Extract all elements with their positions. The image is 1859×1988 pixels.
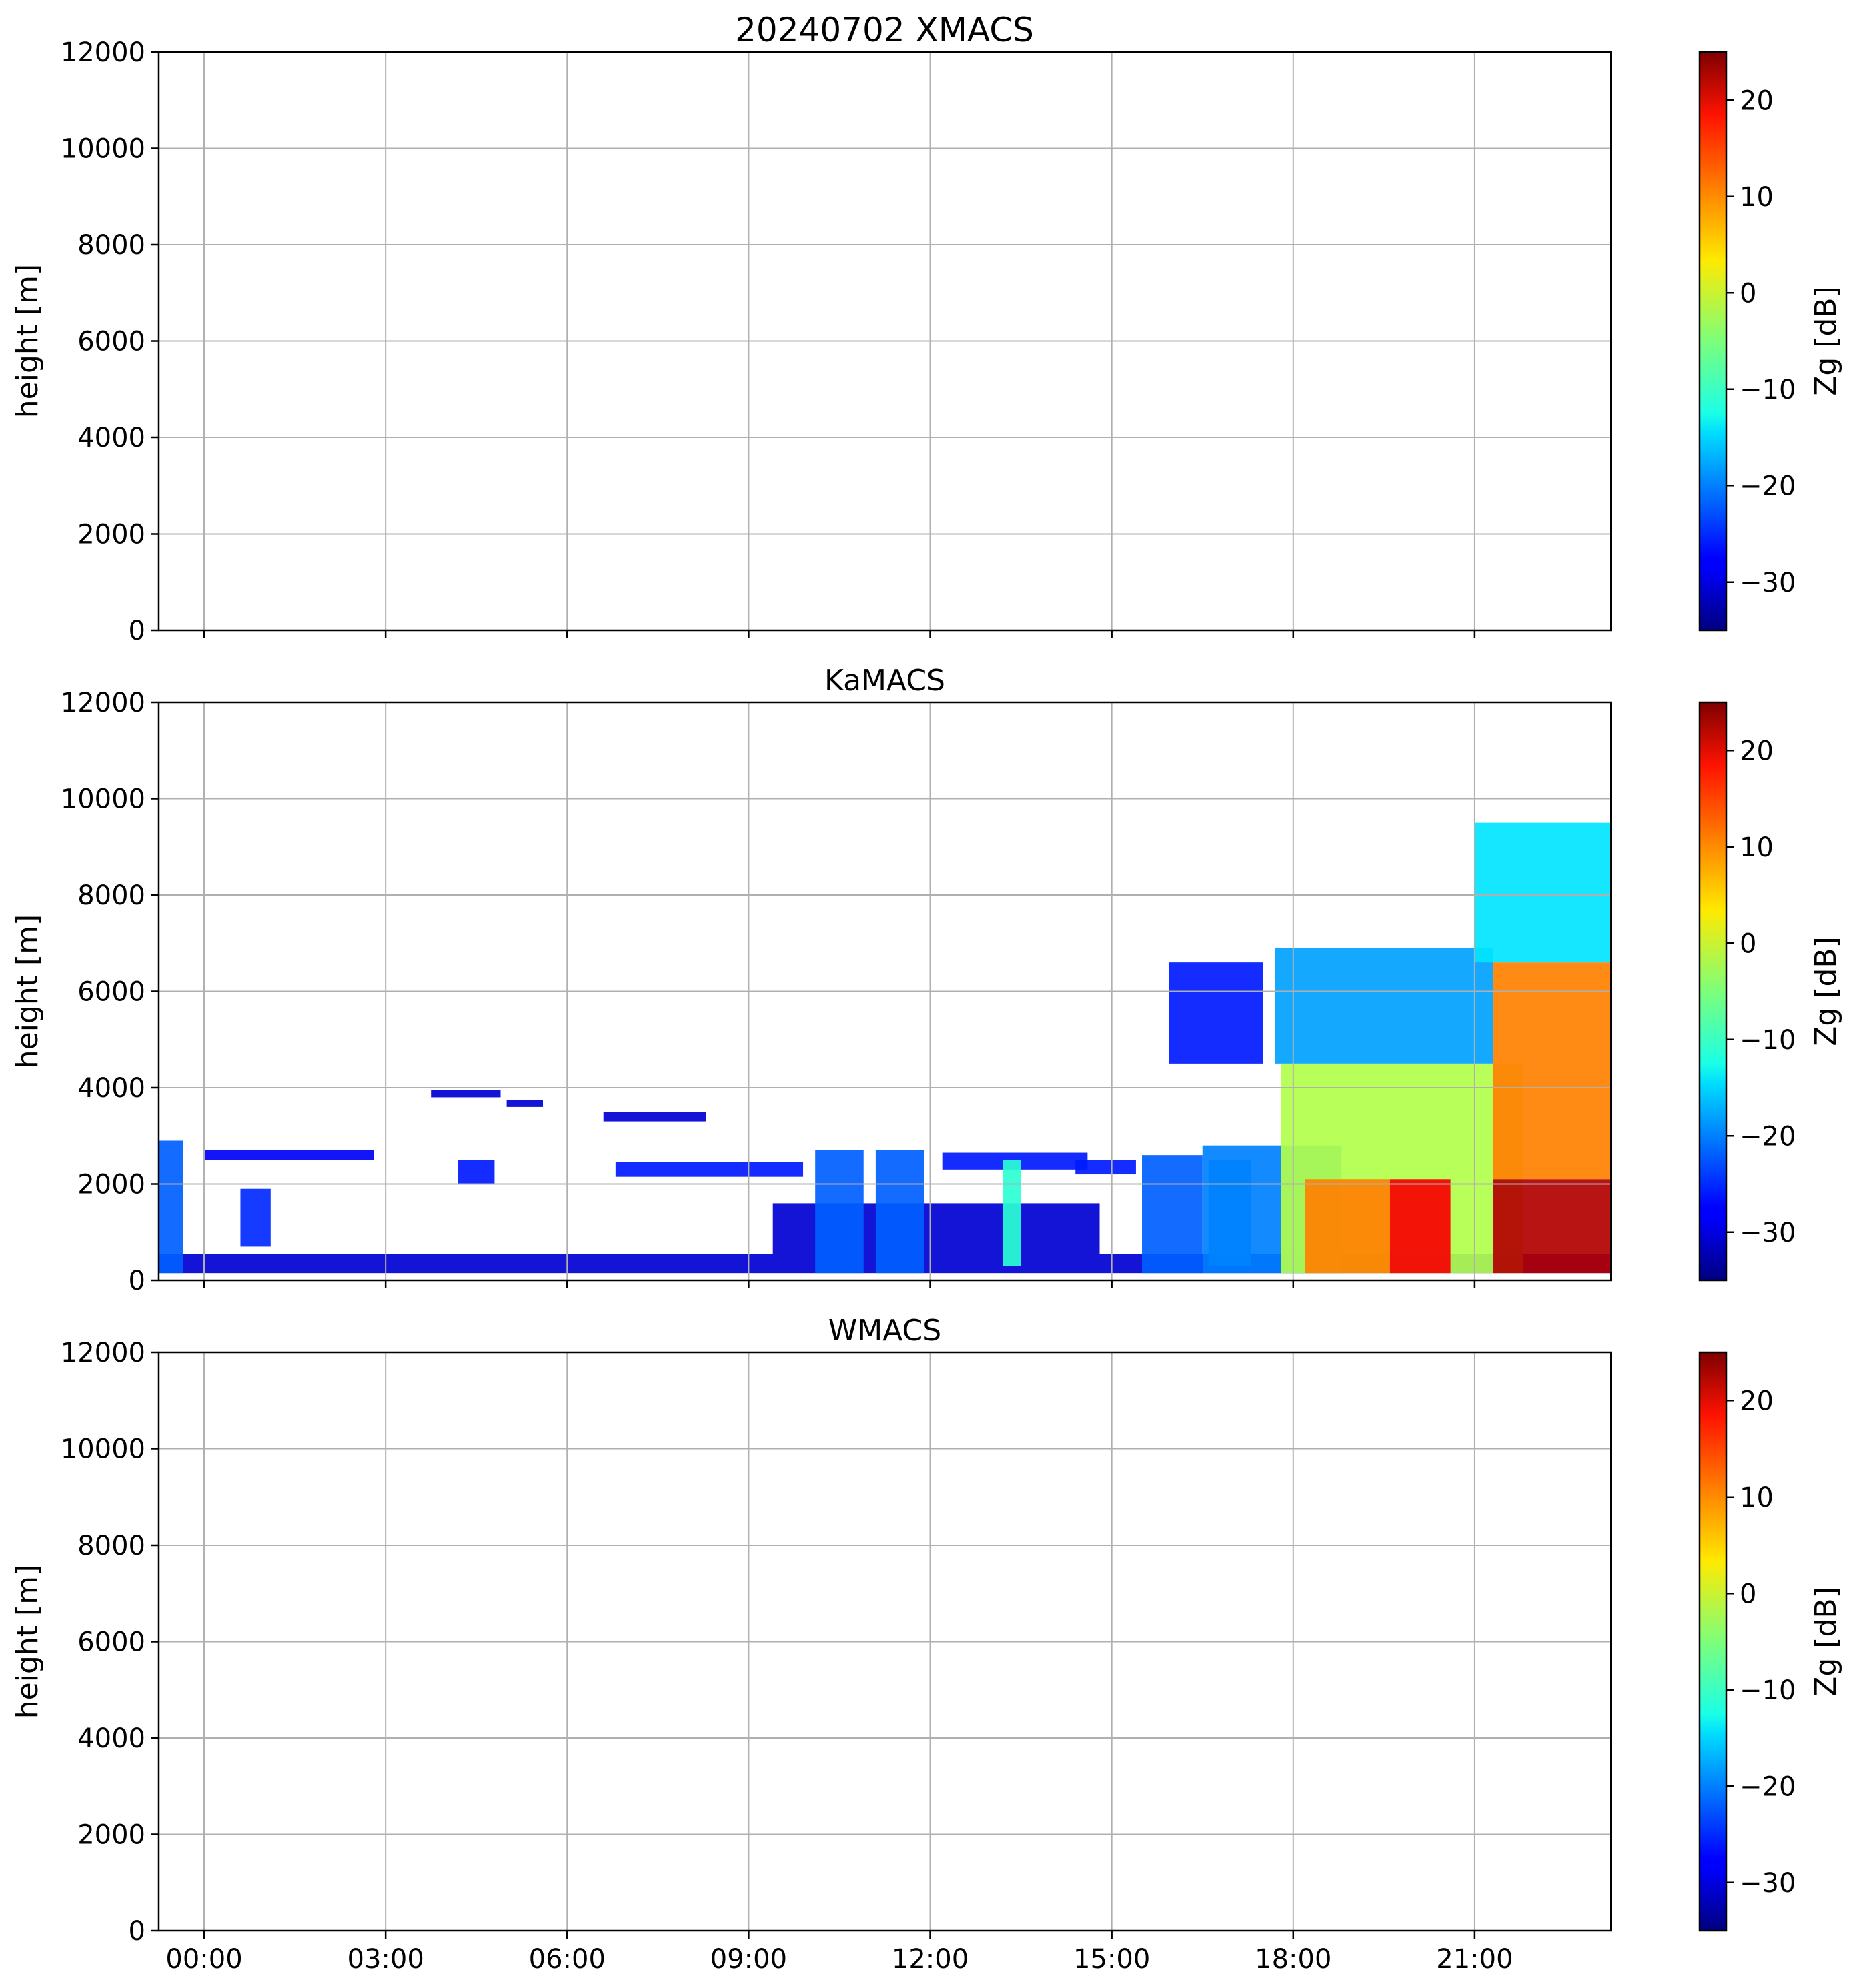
ytick-label: 4000 bbox=[77, 1073, 145, 1104]
echo-region-7 bbox=[458, 1160, 495, 1184]
xtick-label: 09:00 bbox=[710, 1944, 787, 1975]
xtick-label: 06:00 bbox=[529, 1944, 606, 1975]
echo-region-10 bbox=[815, 1150, 864, 1274]
colorbar-tick-label: 10 bbox=[1740, 182, 1774, 213]
echo-region-24 bbox=[1474, 822, 1611, 963]
colorbar-frame bbox=[1698, 701, 1728, 1282]
echo-region-4 bbox=[431, 1090, 501, 1098]
xtick-label: 12:00 bbox=[892, 1944, 969, 1975]
ytick-label: 6000 bbox=[77, 1627, 145, 1658]
colorbar-tick-label: 20 bbox=[1740, 85, 1774, 116]
echo-region-18 bbox=[1169, 962, 1263, 1064]
colorbar-tick-label: −10 bbox=[1740, 1675, 1796, 1706]
ytick-label: 6000 bbox=[77, 327, 145, 357]
ytick-label: 4000 bbox=[77, 1723, 145, 1754]
colorbar-label: Zg [dB] bbox=[1809, 1587, 1843, 1697]
ytick-label: 0 bbox=[129, 1916, 145, 1947]
ytick-label: 2000 bbox=[77, 520, 145, 550]
colorbar-tick-label: −10 bbox=[1740, 375, 1796, 405]
panel-kamacs: 0 2000 4000 6000 8000 10000 12000 height [m] KaM… bbox=[11, 664, 1843, 1296]
colorbar-tick-label: 10 bbox=[1740, 1482, 1774, 1513]
ytick-label: 12000 bbox=[61, 37, 145, 68]
ytick-label: 2000 bbox=[77, 1820, 145, 1851]
colorbar: −30 −20 −10 0 10 20 Zg [dB] bbox=[1698, 1351, 1843, 1932]
xtick-label: 15:00 bbox=[1073, 1944, 1150, 1975]
colorbar: −30 −20 −10 0 10 20 Zg [dB] bbox=[1698, 51, 1843, 632]
colorbar-gradient bbox=[1700, 1352, 1726, 1931]
ytick-label: 8000 bbox=[77, 230, 145, 261]
echo-region-14 bbox=[1003, 1160, 1021, 1266]
echo-region-22 bbox=[1389, 1179, 1451, 1274]
echo-region-19 bbox=[1275, 948, 1493, 1064]
colorbar-gradient bbox=[1700, 702, 1726, 1280]
y-axis-label: height [m] bbox=[11, 914, 45, 1068]
panel-title: KaMACS bbox=[824, 664, 945, 698]
heatmap-data bbox=[159, 822, 1611, 1274]
xtick-label: 00:00 bbox=[165, 1944, 242, 1975]
echo-region-6 bbox=[603, 1112, 706, 1122]
colorbar: −30 −20 −10 0 10 20 Zg [dB] bbox=[1698, 701, 1843, 1282]
echo-region-3 bbox=[204, 1150, 374, 1160]
echo-region-13 bbox=[1075, 1160, 1136, 1175]
echo-region-2 bbox=[240, 1188, 271, 1247]
ytick-label: 10000 bbox=[61, 784, 145, 815]
colorbar-frame bbox=[1698, 51, 1728, 632]
echo-region-25 bbox=[1493, 1179, 1611, 1274]
echo-region-23 bbox=[1493, 962, 1611, 1180]
colorbar-tick-label: −10 bbox=[1740, 1025, 1796, 1056]
colorbar-tick-label: −30 bbox=[1740, 568, 1796, 598]
ytick-label: 12000 bbox=[61, 1338, 145, 1368]
colorbar-label: Zg [dB] bbox=[1809, 936, 1843, 1046]
ytick-label: 10000 bbox=[61, 1434, 145, 1465]
ytick-label: 12000 bbox=[61, 688, 145, 718]
colorbar-gradient bbox=[1700, 52, 1726, 630]
ytick-label: 10000 bbox=[61, 134, 145, 165]
echo-region-21 bbox=[1305, 1179, 1390, 1274]
colorbar-tick-label: −20 bbox=[1740, 471, 1796, 502]
colorbar-tick-label: 20 bbox=[1740, 1386, 1774, 1416]
xtick-label: 18:00 bbox=[1255, 1944, 1331, 1975]
colorbar-label: Zg [dB] bbox=[1809, 286, 1843, 396]
colorbar-tick-label: 0 bbox=[1740, 928, 1756, 959]
panel-title: WMACS bbox=[828, 1314, 941, 1348]
colorbar-tick-label: 20 bbox=[1740, 736, 1774, 766]
echo-region-15 bbox=[1142, 1155, 1203, 1274]
y-axis-label: height [m] bbox=[11, 264, 45, 418]
ytick-label: 8000 bbox=[77, 1531, 145, 1561]
panel-xmacs: 0 2000 4000 6000 8000 10000 12000 height [m] −30… bbox=[11, 37, 1843, 646]
xtick-label: 21:00 bbox=[1436, 1944, 1513, 1975]
y-axis-label: height [m] bbox=[11, 1565, 45, 1719]
colorbar-tick-label: −20 bbox=[1740, 1771, 1796, 1802]
ytick-label: 6000 bbox=[77, 977, 145, 1008]
ytick-label: 0 bbox=[129, 616, 145, 646]
colorbar-tick-label: 10 bbox=[1740, 832, 1774, 863]
panel-wmacs: 0 2000 4000 6000 8000 10000 12000 00:00 03:00 06:… bbox=[11, 1314, 1843, 1975]
echo-region-11 bbox=[875, 1150, 924, 1274]
echo-region-5 bbox=[506, 1100, 543, 1107]
echo-region-8 bbox=[615, 1162, 804, 1177]
colorbar-tick-label: 0 bbox=[1740, 278, 1756, 309]
colorbar-tick-label: −30 bbox=[1740, 1218, 1796, 1248]
ytick-label: 8000 bbox=[77, 880, 145, 911]
colorbar-tick-label: −30 bbox=[1740, 1868, 1796, 1899]
colorbar-tick-label: 0 bbox=[1740, 1579, 1756, 1609]
xtick-label: 03:00 bbox=[348, 1944, 424, 1975]
colorbar-frame bbox=[1698, 1351, 1728, 1932]
echo-region-1 bbox=[159, 1140, 183, 1274]
colorbar-tick-label: −20 bbox=[1740, 1121, 1796, 1152]
ytick-label: 0 bbox=[129, 1266, 145, 1296]
ytick-label: 4000 bbox=[77, 423, 145, 453]
ytick-label: 2000 bbox=[77, 1170, 145, 1200]
figure-title: 20240702 XMACS bbox=[735, 11, 1034, 49]
